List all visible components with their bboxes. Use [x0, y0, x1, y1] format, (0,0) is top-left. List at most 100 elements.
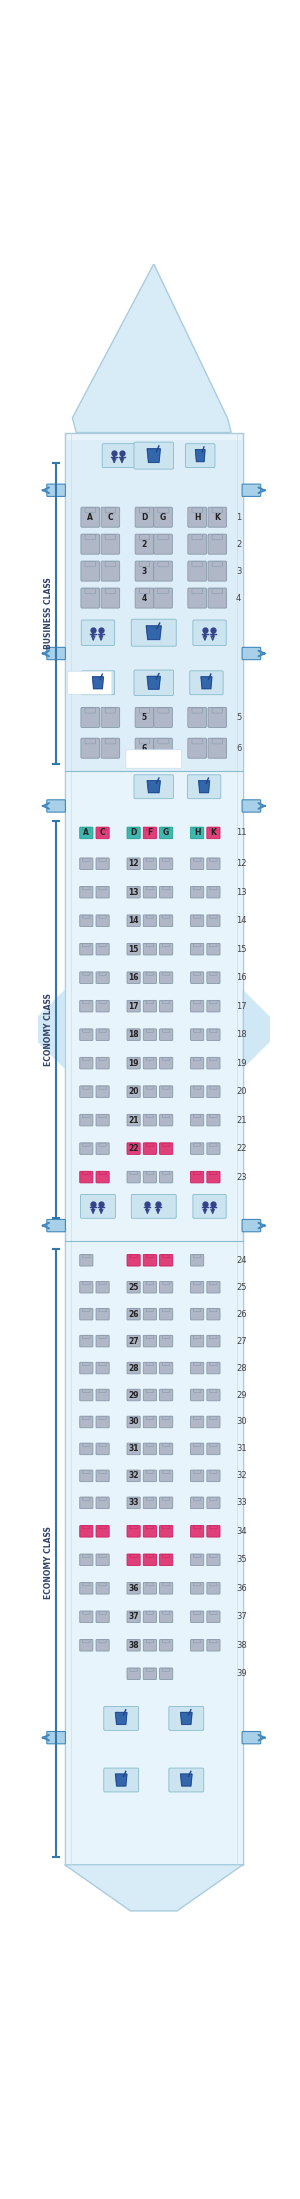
FancyBboxPatch shape — [99, 1498, 106, 1500]
FancyBboxPatch shape — [96, 1086, 109, 1097]
FancyBboxPatch shape — [146, 1308, 154, 1313]
FancyBboxPatch shape — [160, 1416, 173, 1427]
Text: 26: 26 — [236, 1311, 247, 1319]
FancyBboxPatch shape — [160, 1363, 173, 1374]
FancyBboxPatch shape — [99, 1058, 106, 1060]
Text: 14: 14 — [236, 917, 246, 926]
FancyBboxPatch shape — [190, 915, 204, 926]
FancyBboxPatch shape — [163, 886, 170, 891]
FancyBboxPatch shape — [143, 1612, 157, 1623]
FancyBboxPatch shape — [190, 1115, 204, 1126]
FancyBboxPatch shape — [80, 1115, 93, 1126]
FancyBboxPatch shape — [160, 1143, 173, 1154]
FancyBboxPatch shape — [102, 444, 136, 468]
Bar — [64, 433, 243, 1865]
FancyBboxPatch shape — [190, 1498, 204, 1509]
FancyBboxPatch shape — [127, 1583, 140, 1594]
FancyBboxPatch shape — [190, 1143, 204, 1154]
FancyBboxPatch shape — [83, 915, 90, 919]
FancyBboxPatch shape — [99, 1282, 106, 1284]
FancyBboxPatch shape — [127, 1058, 140, 1069]
FancyBboxPatch shape — [80, 1172, 93, 1183]
FancyBboxPatch shape — [160, 827, 173, 838]
FancyBboxPatch shape — [210, 1308, 217, 1313]
FancyBboxPatch shape — [194, 1256, 201, 1258]
FancyBboxPatch shape — [154, 739, 172, 759]
FancyBboxPatch shape — [194, 886, 201, 891]
FancyBboxPatch shape — [242, 1220, 261, 1231]
Text: 15: 15 — [236, 946, 246, 954]
FancyBboxPatch shape — [163, 1029, 170, 1031]
Polygon shape — [92, 677, 104, 688]
FancyBboxPatch shape — [96, 858, 109, 869]
FancyBboxPatch shape — [194, 1390, 201, 1392]
FancyBboxPatch shape — [194, 1471, 201, 1473]
FancyBboxPatch shape — [105, 534, 116, 539]
FancyBboxPatch shape — [160, 1029, 173, 1040]
FancyBboxPatch shape — [208, 739, 226, 759]
FancyBboxPatch shape — [143, 1308, 157, 1319]
FancyBboxPatch shape — [130, 1443, 137, 1447]
Text: ECONOMY CLASS: ECONOMY CLASS — [44, 992, 53, 1067]
Text: 17: 17 — [236, 1003, 247, 1012]
FancyBboxPatch shape — [85, 739, 95, 743]
FancyBboxPatch shape — [160, 858, 173, 869]
FancyBboxPatch shape — [207, 915, 220, 926]
FancyBboxPatch shape — [139, 708, 150, 712]
FancyBboxPatch shape — [104, 1768, 139, 1792]
FancyBboxPatch shape — [80, 1194, 116, 1218]
FancyBboxPatch shape — [127, 1335, 140, 1346]
FancyBboxPatch shape — [210, 915, 217, 919]
FancyBboxPatch shape — [130, 1669, 137, 1671]
FancyBboxPatch shape — [96, 915, 109, 926]
FancyBboxPatch shape — [192, 708, 202, 712]
FancyBboxPatch shape — [146, 1335, 154, 1339]
FancyBboxPatch shape — [47, 1220, 65, 1231]
FancyBboxPatch shape — [163, 1058, 170, 1060]
FancyBboxPatch shape — [194, 1443, 201, 1447]
FancyBboxPatch shape — [96, 1526, 109, 1537]
FancyBboxPatch shape — [242, 800, 261, 811]
FancyBboxPatch shape — [96, 1058, 109, 1069]
FancyBboxPatch shape — [83, 1335, 90, 1339]
FancyBboxPatch shape — [80, 1058, 93, 1069]
Text: 20: 20 — [236, 1086, 246, 1095]
FancyBboxPatch shape — [99, 1115, 106, 1117]
FancyBboxPatch shape — [146, 972, 154, 974]
FancyBboxPatch shape — [130, 1555, 137, 1557]
FancyBboxPatch shape — [188, 561, 206, 581]
FancyBboxPatch shape — [83, 1390, 90, 1392]
FancyBboxPatch shape — [207, 1526, 220, 1537]
FancyBboxPatch shape — [143, 1498, 157, 1509]
FancyBboxPatch shape — [139, 534, 150, 539]
FancyBboxPatch shape — [143, 886, 157, 897]
FancyBboxPatch shape — [163, 1086, 170, 1089]
FancyBboxPatch shape — [160, 1471, 173, 1482]
FancyBboxPatch shape — [190, 1471, 204, 1482]
Text: 2: 2 — [236, 539, 241, 550]
FancyBboxPatch shape — [101, 561, 120, 581]
FancyBboxPatch shape — [143, 1363, 157, 1374]
FancyBboxPatch shape — [83, 1058, 90, 1060]
FancyBboxPatch shape — [85, 589, 95, 594]
FancyBboxPatch shape — [104, 1706, 139, 1731]
FancyBboxPatch shape — [163, 1390, 170, 1392]
FancyBboxPatch shape — [81, 587, 100, 609]
FancyBboxPatch shape — [135, 561, 154, 581]
FancyBboxPatch shape — [210, 858, 217, 862]
FancyBboxPatch shape — [192, 561, 202, 567]
FancyBboxPatch shape — [130, 1471, 137, 1473]
Text: 38: 38 — [128, 1640, 139, 1649]
Text: F: F — [147, 829, 152, 838]
FancyBboxPatch shape — [242, 647, 261, 660]
FancyBboxPatch shape — [85, 534, 95, 539]
Polygon shape — [181, 1775, 192, 1786]
FancyBboxPatch shape — [146, 943, 154, 948]
FancyBboxPatch shape — [163, 1335, 170, 1339]
FancyBboxPatch shape — [154, 508, 172, 528]
Text: 26: 26 — [128, 1311, 139, 1319]
FancyBboxPatch shape — [160, 1335, 173, 1346]
FancyBboxPatch shape — [160, 1115, 173, 1126]
FancyBboxPatch shape — [99, 1471, 106, 1473]
FancyBboxPatch shape — [190, 1086, 204, 1097]
